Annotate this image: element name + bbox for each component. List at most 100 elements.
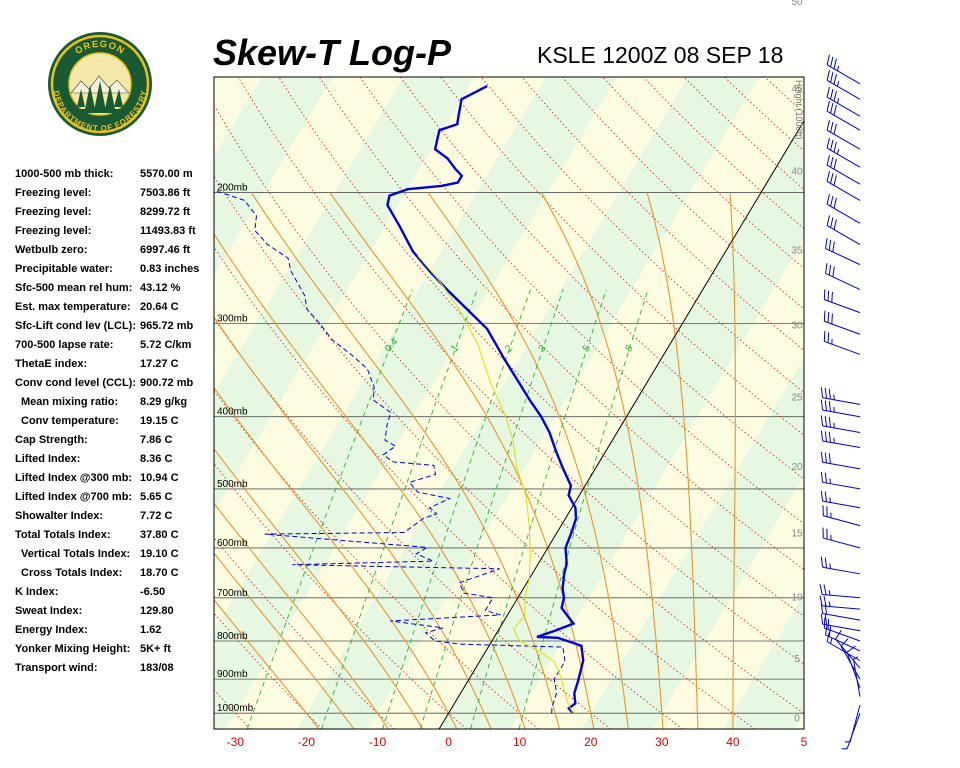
x-tick-label: 30 — [655, 735, 669, 749]
wind-barb-flag — [826, 70, 830, 81]
isotherm-band — [368, 77, 804, 729]
stat-label: Conv temperature: — [21, 415, 119, 427]
stat-value: 37.80 C — [140, 529, 179, 541]
wind-barb-staff — [822, 500, 861, 509]
wind-barb-flag — [826, 86, 830, 98]
moist-adiabat — [214, 232, 526, 729]
wind-barb-flag — [826, 154, 830, 166]
moist-adiabat — [214, 386, 458, 729]
wind-barb-flag — [833, 197, 837, 209]
x-tick-label: 0 — [445, 735, 452, 749]
wind-barb-flag — [833, 123, 837, 135]
wind-barb-flag — [831, 313, 833, 324]
wind-barb-flag — [833, 74, 837, 85]
wind-barb-staff — [822, 440, 861, 449]
isotherm-band — [214, 77, 333, 275]
wind-barb-staff — [824, 627, 861, 642]
wind-barb — [820, 471, 861, 490]
stat-row: Sfc-Lift cond lev (LCL): 965.72 mb — [15, 320, 235, 339]
wind-barb-staff — [826, 110, 861, 131]
stat-value: 5.72 C/km — [140, 339, 192, 351]
wind-barb-flag — [830, 88, 834, 100]
wind-barb-staff — [823, 537, 861, 549]
isotherm-band — [0, 77, 119, 729]
wind-barb-flag — [840, 638, 849, 647]
wind-barb-flag — [833, 175, 837, 186]
height-tick-label: 25 — [791, 393, 803, 404]
wind-barb-flag — [826, 100, 830, 112]
wind-barb-staff — [822, 397, 861, 405]
wind-barb-flag — [824, 452, 828, 464]
dry-adiabat — [480, 77, 804, 393]
stat-row: Lifted Index @700 mb: 5.65 C — [15, 491, 235, 510]
wind-barb-flag — [824, 614, 828, 625]
x-tick-label: -20 — [298, 735, 316, 749]
wind-barb-flag — [830, 72, 834, 83]
wind-barb — [820, 399, 861, 418]
stat-value: 7.86 C — [140, 434, 173, 446]
height-tick-label: 0 — [794, 713, 800, 724]
stat-value: 5K+ ft — [140, 643, 171, 655]
mixing-ratio-line — [321, 289, 478, 729]
dry-adiabat — [214, 317, 611, 729]
isotherm-band — [0, 77, 48, 729]
stat-label: Lifted Index @700 mb: — [15, 491, 133, 503]
wind-barb-flag — [820, 387, 824, 398]
mixing-ratio-line — [419, 289, 564, 729]
wind-barb-flag — [824, 472, 828, 484]
wind-barb-flag — [820, 415, 824, 426]
wind-barb-half-flag — [830, 638, 833, 644]
pressure-label: 300mb — [217, 314, 248, 325]
stat-row: Freezing level: 11493.83 ft — [15, 225, 235, 244]
stat-label: 1000-500 mb thick: — [15, 168, 114, 180]
stat-row: Mean mixing ratio: 8.29 g/kg — [15, 396, 235, 415]
stat-row: Sweat Index: 129.80 — [15, 605, 235, 624]
wind-barb — [820, 451, 861, 470]
stat-value: 7503.86 ft — [140, 187, 191, 199]
wind-barb-flag — [827, 332, 830, 343]
dry-adiabat — [318, 77, 804, 571]
wind-barb-flag — [846, 645, 856, 653]
freezing-isotherm — [438, 119, 804, 729]
wind-barb-flag — [823, 289, 826, 300]
wind-barb-flag — [820, 471, 824, 483]
wind-barb — [820, 603, 861, 621]
stat-value: 11493.83 ft — [140, 225, 196, 237]
wind-barb-flag — [828, 416, 831, 428]
wind-barb-half-flag — [836, 65, 840, 71]
moist-adiabat — [329, 192, 595, 729]
wind-barb-flag — [826, 119, 830, 131]
plot-area: 0.4 1 2 3 5 8 — [0, 77, 804, 729]
wind-barb-half-flag — [836, 97, 840, 104]
stat-row: Conv temperature: 19.15 C — [15, 415, 235, 434]
wind-barb — [823, 310, 861, 335]
wind-barb-staff — [826, 64, 861, 85]
wind-barb-flag — [823, 617, 826, 629]
wind-barb — [819, 595, 861, 610]
stat-value: 183/08 — [140, 662, 174, 674]
stat-label: Yonker Mixing Height: — [15, 643, 131, 655]
stat-label: Mean mixing ratio: — [21, 396, 119, 408]
wind-barb — [846, 645, 861, 689]
pressure-label: 800mb — [217, 631, 248, 642]
moist-adiabat — [729, 192, 736, 729]
stat-row: Showalter Index: 7.72 C — [15, 510, 235, 529]
wind-barb-flag — [830, 217, 834, 228]
wind-barb — [820, 387, 861, 405]
isotherm-band — [0, 77, 191, 729]
pressure-label: 700mb — [217, 588, 248, 599]
wind-barb-flag — [824, 400, 828, 411]
chart-title: Skew-T Log-P — [213, 32, 452, 73]
parcel-trace — [417, 255, 574, 714]
wind-barb-staff — [825, 248, 861, 266]
wind-barb-staff — [822, 605, 861, 610]
wind-barb — [823, 289, 861, 314]
stat-label: Total Totals Index: — [15, 529, 111, 541]
height-tick-label: 15 — [791, 528, 803, 539]
stat-value: 5570.00 m — [140, 168, 193, 180]
wind-barb-flag — [828, 388, 831, 400]
dry-adiabat — [214, 689, 251, 729]
stat-row: Vertical Totals Index: 19.10 C — [15, 548, 235, 567]
wind-barb-flag — [825, 238, 828, 249]
wind-barb — [826, 70, 861, 100]
